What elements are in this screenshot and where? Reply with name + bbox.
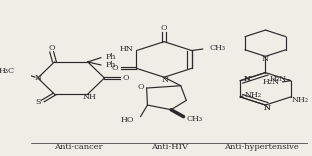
Text: O: O — [111, 64, 118, 72]
Text: HN: HN — [119, 45, 133, 53]
Text: O: O — [137, 83, 144, 91]
Text: S: S — [35, 98, 41, 106]
Text: Anti-cancer: Anti-cancer — [54, 143, 102, 151]
Text: NH₂: NH₂ — [244, 91, 261, 99]
Text: NH: NH — [82, 93, 96, 101]
Text: Anti-HIV: Anti-HIV — [151, 143, 188, 151]
Text: N: N — [263, 104, 270, 112]
Text: N: N — [263, 104, 270, 112]
Text: O: O — [123, 74, 129, 82]
Text: N: N — [244, 76, 251, 83]
Text: N: N — [262, 55, 269, 63]
Text: Anti-hypertensive: Anti-hypertensive — [224, 143, 299, 151]
Text: N: N — [244, 76, 251, 83]
Text: CH₃: CH₃ — [186, 115, 202, 123]
Text: O: O — [48, 44, 55, 52]
Text: Ph: Ph — [106, 61, 117, 69]
Text: N: N — [34, 74, 41, 82]
Text: Ph: Ph — [106, 53, 117, 61]
Text: NH₂: NH₂ — [292, 96, 309, 104]
Text: H₂N: H₂N — [262, 78, 280, 86]
Text: N: N — [161, 76, 168, 84]
Text: H₂N: H₂N — [269, 75, 286, 83]
Text: CH₃: CH₃ — [210, 44, 226, 52]
Text: H₃C: H₃C — [0, 67, 15, 75]
Text: O: O — [161, 24, 168, 32]
Text: HO: HO — [121, 116, 134, 124]
